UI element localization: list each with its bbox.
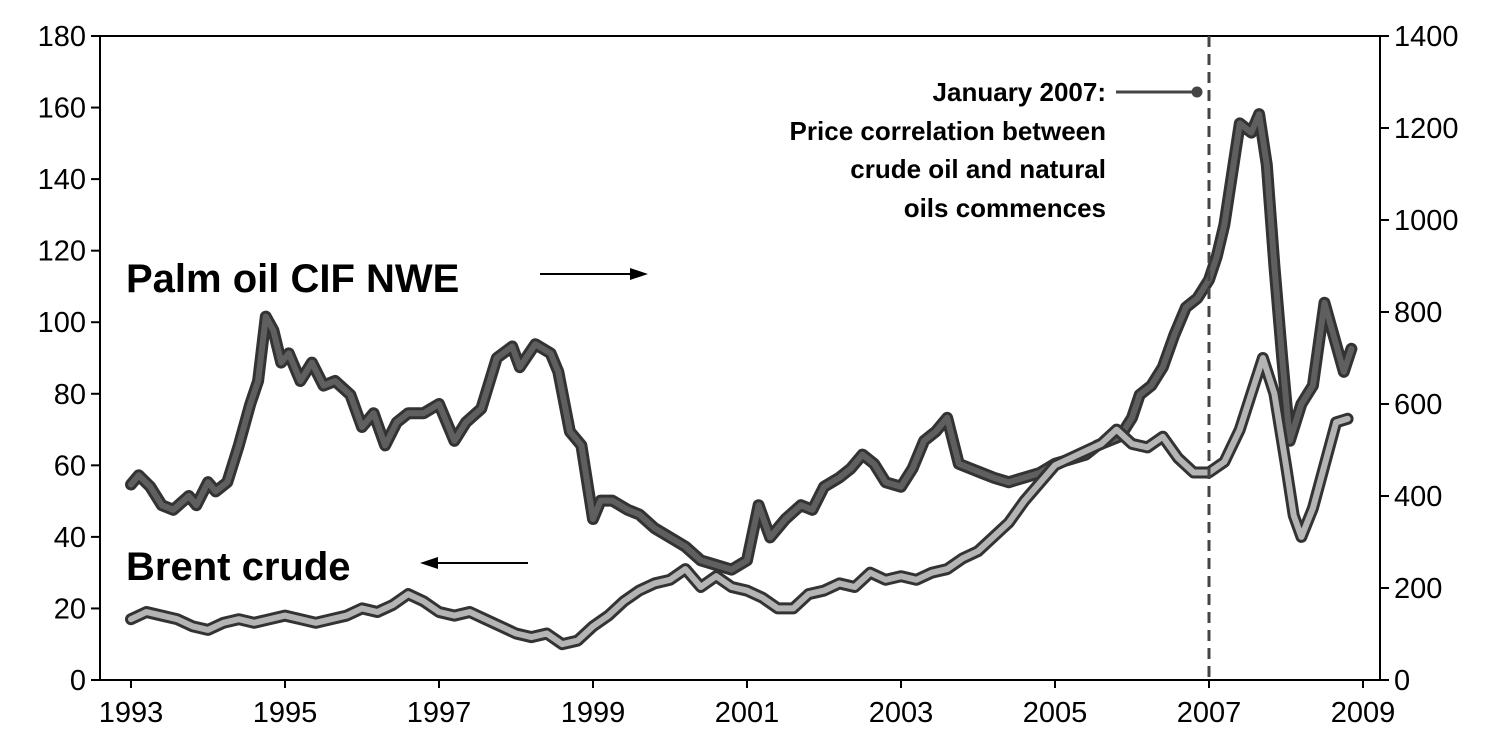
left-tick-label: 160 xyxy=(38,93,86,125)
palm-oil-cif-nwe-outline xyxy=(125,108,1358,576)
right-tick-label: 800 xyxy=(1394,297,1442,329)
series-lines xyxy=(125,108,1358,651)
x-axis-ticks: 1993 1995 1997 1999 2001 2003 2005 2007 2009 xyxy=(99,680,1396,729)
palm-oil-label: Palm oil CIF NWE xyxy=(126,257,459,301)
brent-crude-arrowhead xyxy=(420,557,438,569)
left-tick-label: 100 xyxy=(38,307,86,339)
left-tick-label: 0 xyxy=(70,665,86,697)
left-tick-label: 20 xyxy=(54,593,86,625)
x-tick-label: 2007 xyxy=(1177,697,1242,729)
left-tick-label: 120 xyxy=(38,236,86,268)
brent-crude-outline xyxy=(125,352,1354,651)
right-tick-label: 200 xyxy=(1394,573,1442,605)
annotations: Palm oil CIF NWE Brent crude January 200… xyxy=(126,36,1211,680)
left-tick-label: 60 xyxy=(54,450,86,482)
palm-oil-arrowhead xyxy=(630,268,648,280)
x-tick-label: 2009 xyxy=(1331,697,1396,729)
annotation-line-1: January 2007: xyxy=(933,77,1106,107)
x-tick-label: 1995 xyxy=(253,697,318,729)
left-axis-ticks: 0 20 40 60 80 100 120 140 160 180 xyxy=(38,21,100,697)
right-tick-label: 1000 xyxy=(1394,205,1459,237)
right-axis-ticks: 0 200 400 600 800 1000 1200 1400 xyxy=(1380,21,1459,697)
annotation-line-3: crude oil and natural xyxy=(850,154,1106,184)
annotation-line-4: oils commences xyxy=(904,193,1106,223)
x-tick-label: 2003 xyxy=(869,697,934,729)
left-tick-label: 80 xyxy=(54,379,86,411)
x-tick-label: 2001 xyxy=(715,697,780,729)
x-tick-label: 1993 xyxy=(99,697,164,729)
right-tick-label: 1400 xyxy=(1394,21,1459,53)
x-tick-label: 1997 xyxy=(407,697,472,729)
left-tick-label: 180 xyxy=(38,21,86,53)
x-tick-label: 2005 xyxy=(1023,697,1088,729)
right-tick-label: 400 xyxy=(1394,481,1442,513)
brent-crude-line xyxy=(128,355,1351,648)
brent-crude-label: Brent crude xyxy=(126,545,351,589)
annotation-pointer-dot xyxy=(1191,86,1203,98)
left-tick-label: 40 xyxy=(54,522,86,554)
right-tick-label: 1200 xyxy=(1394,113,1459,145)
x-tick-label: 1999 xyxy=(561,697,626,729)
annotation-line-2: Price correlation between xyxy=(790,116,1106,146)
right-tick-label: 0 xyxy=(1394,665,1410,697)
axes xyxy=(99,35,1381,681)
plot-frame xyxy=(99,35,1381,681)
left-tick-label: 140 xyxy=(38,164,86,196)
palm-oil-cif-nwe-line xyxy=(128,111,1355,573)
right-tick-label: 600 xyxy=(1394,389,1442,421)
